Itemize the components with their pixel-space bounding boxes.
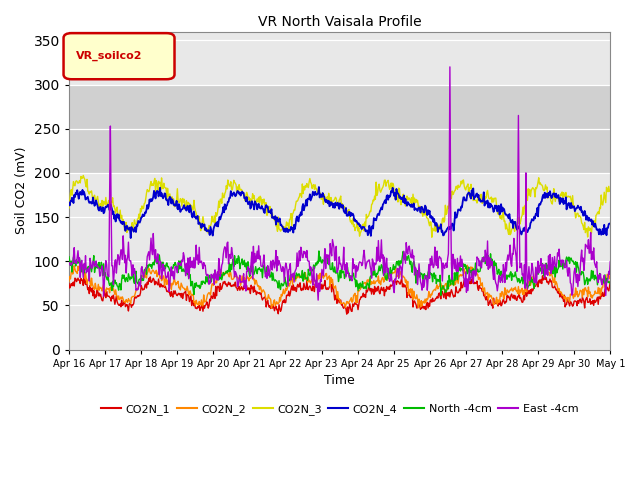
- X-axis label: Time: Time: [324, 374, 355, 387]
- Y-axis label: Soil CO2 (mV): Soil CO2 (mV): [15, 147, 28, 234]
- Title: VR North Vaisala Profile: VR North Vaisala Profile: [258, 15, 421, 29]
- FancyBboxPatch shape: [63, 33, 175, 79]
- Legend: CO2N_1, CO2N_2, CO2N_3, CO2N_4, North -4cm, East -4cm: CO2N_1, CO2N_2, CO2N_3, CO2N_4, North -4…: [97, 399, 582, 420]
- Text: VR_soilco2: VR_soilco2: [76, 51, 142, 61]
- Bar: [69, 84, 611, 173]
